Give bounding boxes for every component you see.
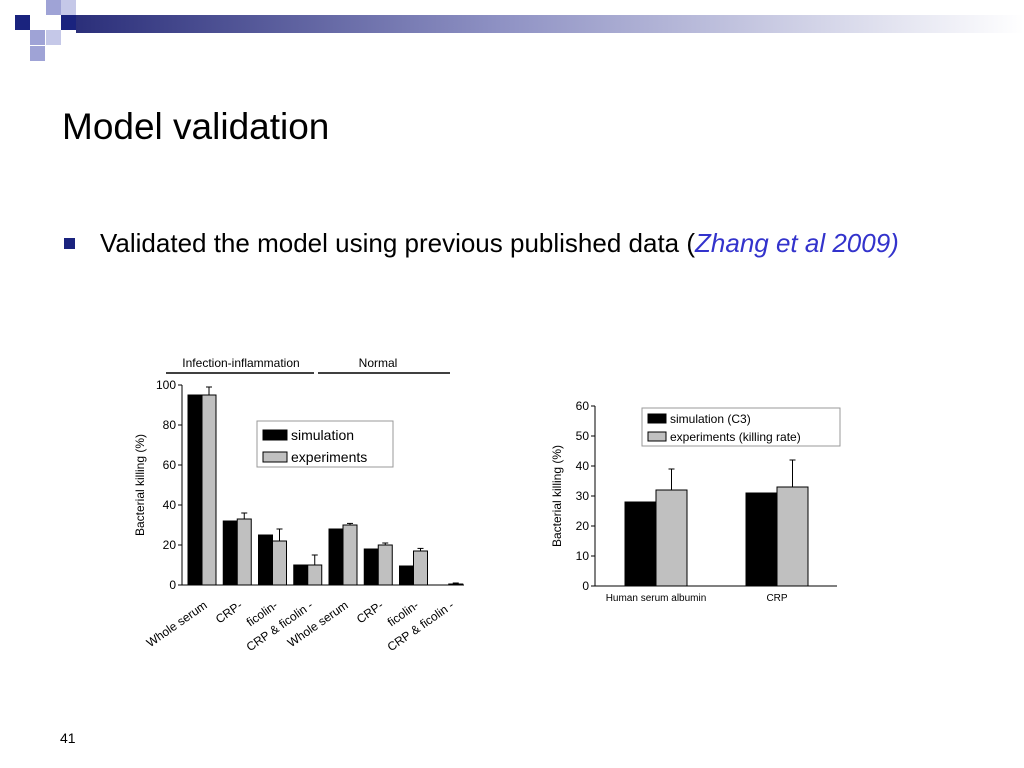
bar-simulation [624, 501, 657, 587]
x-category-label: CRP- [354, 598, 386, 626]
legend-swatch-experiments [647, 431, 667, 442]
header-square [61, 0, 76, 15]
bar-simulation [363, 548, 379, 586]
bar-simulation [399, 565, 414, 586]
bar-experiments [307, 564, 323, 586]
header-square [30, 30, 45, 45]
bar-simulation [187, 394, 203, 586]
bar-simulation [222, 520, 238, 586]
slide-title: Model validation [62, 106, 330, 147]
x-category-label: CRP- [213, 598, 245, 626]
bar-experiments [236, 518, 252, 586]
bar-simulation [745, 492, 778, 587]
y-tick-label: 0 [169, 578, 176, 592]
x-category-label: CRP [766, 593, 787, 604]
y-axis-label: Bacterial killing (%) [133, 434, 147, 536]
page-number: 41 [60, 730, 76, 746]
y-tick-label: 20 [576, 519, 590, 533]
group-label-infection: Infection-inflammation [182, 356, 299, 370]
y-tick-label: 60 [163, 458, 177, 472]
x-category-label: Human serum albumin [606, 593, 707, 604]
bar-experiments [655, 489, 688, 587]
header-decoration [15, 0, 1024, 61]
y-axis-label: Bacterial killing (%) [550, 445, 564, 547]
legend-label: simulation (C3) [670, 412, 751, 426]
bullet-text-main: Validated the model using previous publi… [100, 228, 696, 258]
legend-swatch-simulation [647, 413, 667, 424]
y-tick-label: 40 [576, 459, 590, 473]
bullet-square-icon [64, 238, 75, 249]
header-gradient-bar [76, 15, 1024, 33]
x-category-label: Whole serum [144, 598, 210, 650]
chart-right: 0 10 20 30 40 50 60 Bacterial killing (%) Human … [550, 399, 841, 604]
y-tick-label: 40 [163, 498, 177, 512]
chart-left: 0 20 40 60 80 100 Bacterial killing (%) Whole s… [133, 356, 464, 654]
bar-experiments [448, 583, 464, 586]
y-tick-label: 50 [576, 429, 590, 443]
legend-label: experiments (killing rate) [670, 430, 801, 444]
bar-simulation [258, 534, 273, 586]
citation-reference: Zhang et al 2009) [695, 228, 899, 258]
bar-experiments [342, 524, 358, 586]
group-label-normal: Normal [359, 356, 398, 370]
y-tick-label: 80 [163, 418, 177, 432]
header-square [46, 30, 61, 45]
legend-box [641, 407, 841, 447]
header-square [46, 0, 61, 15]
y-tick-label: 60 [576, 399, 590, 413]
y-tick-label: 0 [582, 579, 589, 593]
y-tick-label: 10 [576, 549, 590, 563]
legend-swatch-experiments [262, 451, 288, 463]
legend-label: simulation [291, 427, 354, 443]
header-square [15, 15, 30, 30]
bar-simulation [328, 528, 344, 586]
legend-label: experiments [291, 449, 367, 465]
y-tick-label: 100 [156, 378, 176, 392]
y-tick-label: 20 [163, 538, 177, 552]
bar-experiments [377, 544, 393, 586]
y-tick-label: 30 [576, 489, 590, 503]
bar-simulation [293, 564, 309, 586]
header-square [30, 46, 45, 61]
bullet-text: Validated the model using previous publi… [100, 226, 1000, 261]
bar-experiments [272, 540, 287, 586]
bar-experiments [201, 394, 217, 586]
header-square [61, 15, 76, 30]
bar-experiments [413, 550, 428, 586]
bar-experiments [776, 486, 809, 587]
legend-swatch-simulation [262, 429, 288, 441]
